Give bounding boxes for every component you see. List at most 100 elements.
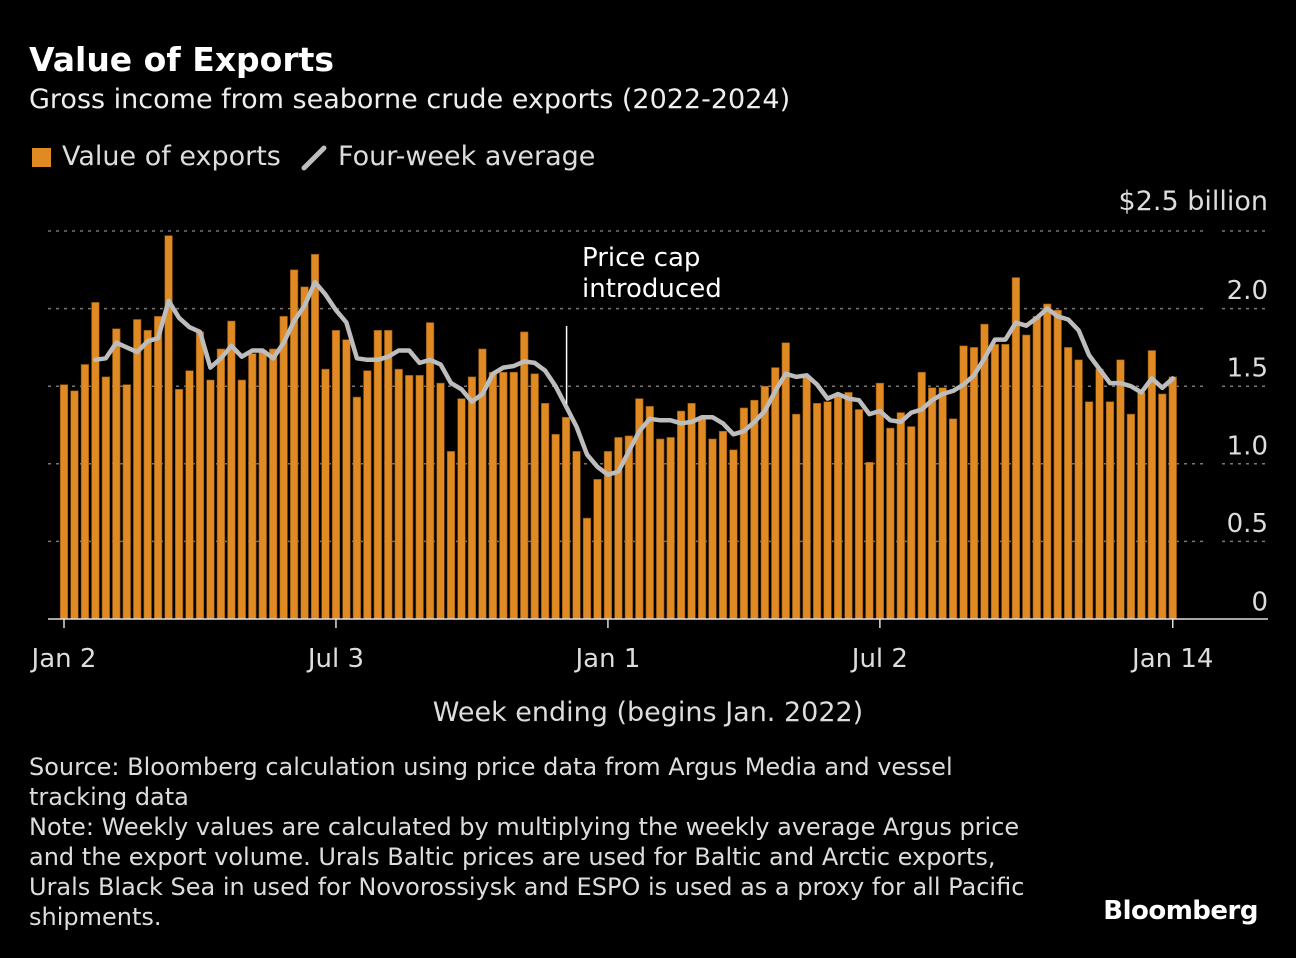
bar (1032, 316, 1041, 620)
bar (561, 416, 571, 620)
bar (467, 376, 477, 620)
bar (729, 449, 738, 620)
source-note: Source: Bloomberg calculation using pric… (29, 753, 953, 811)
bar (551, 434, 560, 620)
bar (980, 323, 989, 620)
bar (928, 387, 937, 620)
bar (760, 385, 769, 620)
bar (352, 396, 361, 620)
bar (896, 412, 905, 620)
chart-title: Value of Exports (29, 40, 335, 79)
bar (133, 319, 142, 620)
bar (216, 348, 226, 620)
y-tick-label: 0.5 (1227, 509, 1268, 539)
legend-bar-swatch (32, 148, 51, 167)
bar (718, 430, 728, 620)
bar (844, 392, 853, 620)
x-tick-label: Jan 2 (30, 644, 97, 674)
bar (1116, 359, 1125, 620)
bar (457, 398, 466, 620)
bar (237, 379, 246, 620)
bar (624, 435, 633, 620)
bar (645, 406, 654, 620)
bar (331, 330, 341, 620)
bar (195, 331, 205, 620)
bar (520, 331, 529, 620)
y-tick-label: 1.5 (1227, 354, 1268, 384)
bar (708, 438, 717, 620)
bar (750, 399, 759, 620)
bar (70, 390, 79, 620)
bar (938, 387, 947, 620)
bar (792, 413, 801, 620)
annotation-label-line2: introduced (582, 274, 722, 304)
bar (886, 427, 895, 620)
bar (582, 517, 592, 620)
bar (446, 451, 456, 620)
bar (1095, 368, 1104, 620)
bar (875, 382, 884, 620)
x-tick-label: Jul 2 (850, 644, 908, 674)
y-tick-label: 1.0 (1227, 431, 1268, 461)
bar (384, 330, 393, 620)
bar (1043, 303, 1052, 620)
bar (541, 402, 550, 620)
bar (1001, 343, 1010, 620)
y-axis-unit-label: $2.5 billion (1118, 186, 1268, 217)
bar (122, 384, 131, 620)
bar (373, 330, 382, 620)
bar (321, 368, 330, 620)
bar (1064, 347, 1073, 620)
bar (101, 376, 110, 620)
bar (154, 316, 163, 620)
bar (436, 382, 445, 620)
bar (394, 368, 403, 620)
methodology-note: Note: Weekly values are calculated by mu… (29, 813, 1025, 931)
bar (990, 343, 1000, 620)
bar (509, 371, 518, 620)
bar (666, 437, 675, 620)
bar (1158, 393, 1167, 620)
bar (572, 451, 581, 620)
bar (1168, 376, 1177, 620)
chart-footer: Source: Bloomberg calculation using pric… (29, 752, 1029, 932)
bar (185, 370, 194, 620)
bar (593, 479, 602, 620)
bar (823, 401, 832, 620)
y-tick-label: 2.0 (1227, 276, 1268, 306)
bar (1022, 334, 1031, 620)
bar (269, 348, 278, 620)
bar (206, 379, 215, 620)
bar (802, 376, 811, 620)
bar (80, 364, 90, 620)
bar (781, 342, 790, 620)
bar (227, 320, 236, 620)
bar (279, 316, 288, 620)
bar (813, 402, 822, 620)
x-tick-label: Jul 3 (306, 644, 364, 674)
x-axis-title: Week ending (begins Jan. 2022) (432, 697, 864, 728)
bar (1137, 392, 1146, 620)
bar (854, 409, 864, 620)
bar (1053, 309, 1062, 620)
bar (656, 438, 665, 620)
bar (1126, 413, 1136, 620)
bar (948, 418, 958, 620)
bar (91, 302, 100, 620)
bar (405, 375, 414, 620)
bar (865, 461, 874, 620)
bar (1074, 359, 1083, 620)
bar (300, 286, 309, 620)
bar (143, 330, 152, 620)
x-tick-label: Jan 1 (573, 644, 640, 674)
bar (112, 328, 121, 620)
bar (174, 389, 184, 620)
bar (697, 418, 707, 620)
legend-line-label: Four-week average (338, 141, 596, 172)
bar (1105, 401, 1115, 620)
bar (499, 371, 508, 620)
bar (310, 253, 320, 620)
x-tick-label: Jan 14 (1130, 644, 1213, 674)
bar (833, 395, 843, 620)
